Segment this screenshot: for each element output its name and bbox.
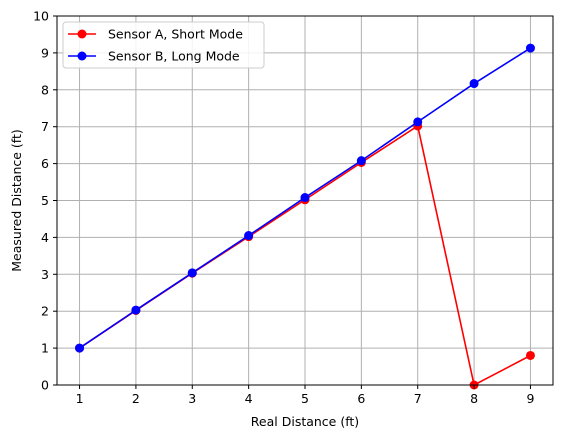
axis-ticks: 1 2 3 4 5 6 7 8 9 0 1 2 3 4 5 6 7 8 9 10 [33, 9, 534, 407]
y-tick-label: 3 [41, 267, 49, 282]
data-point-series-2 [131, 305, 141, 315]
y-tick-label: 4 [41, 230, 49, 245]
x-tick-label: 1 [76, 391, 84, 406]
x-tick-label: 8 [470, 391, 478, 406]
y-tick-label: 2 [41, 304, 49, 319]
x-tick-label: 5 [301, 391, 309, 406]
y-tick-label: 7 [41, 119, 49, 134]
y-axis-title: Measured Distance (ft) [9, 129, 24, 272]
x-tick-label: 4 [245, 391, 253, 406]
x-tick-label: 7 [414, 391, 422, 406]
x-tick-label: 2 [132, 391, 140, 406]
series-layer [75, 43, 535, 390]
data-point-series-1 [525, 350, 535, 360]
x-tick-label: 6 [357, 391, 365, 406]
legend-label-2: Sensor B, Long Mode [108, 49, 240, 64]
data-point-series-2 [300, 193, 310, 203]
y-tick-label: 9 [41, 45, 49, 60]
legend: Sensor A, Short Mode Sensor B, Long Mode [62, 21, 265, 69]
legend-box [62, 21, 265, 69]
y-tick-label: 6 [41, 156, 49, 171]
x-tick-label: 3 [188, 391, 196, 406]
y-tick-label: 8 [41, 82, 49, 97]
x-axis-title: Real Distance (ft) [251, 414, 359, 429]
data-point-series-2 [525, 43, 535, 53]
y-tick-label: 0 [41, 378, 49, 393]
legend-marker-1 [77, 29, 87, 39]
data-point-series-2 [413, 117, 423, 127]
data-point-series-2 [244, 231, 254, 241]
data-point-series-2 [187, 268, 197, 278]
legend-marker-2 [77, 51, 87, 61]
y-tick-label: 1 [41, 341, 49, 356]
y-tick-label: 10 [33, 9, 49, 24]
legend-label-1: Sensor A, Short Mode [108, 27, 243, 42]
data-point-series-2 [356, 156, 366, 166]
data-point-series-2 [75, 343, 85, 353]
data-point-series-2 [469, 79, 479, 89]
x-tick-label: 9 [526, 391, 534, 406]
y-tick-label: 5 [41, 193, 49, 208]
